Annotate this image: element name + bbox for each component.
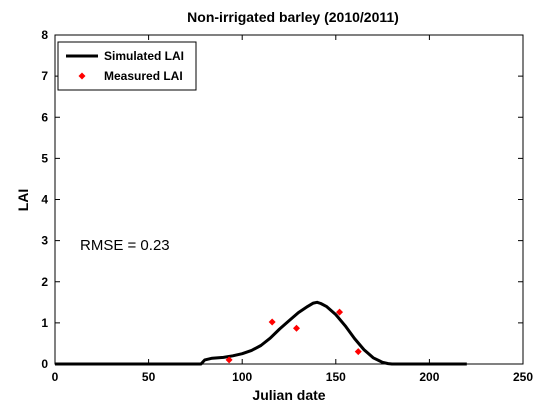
- y-axis-label: LAI: [15, 189, 31, 212]
- y-tick-label: 0: [41, 357, 48, 371]
- legend-box: [57, 41, 197, 91]
- y-tick-label: 3: [41, 234, 48, 248]
- measured-lai-point: [292, 324, 300, 332]
- legend-entry-measured: Measured LAI: [104, 69, 183, 83]
- x-axis-label: Julian date: [252, 387, 325, 403]
- y-tick-label: 4: [41, 193, 48, 207]
- x-axis-ticks: 0 50 100 150 200 250: [52, 35, 533, 384]
- x-tick-label: 150: [326, 370, 346, 384]
- chart-title: Non-irrigated barley (2010/2011): [187, 9, 399, 25]
- legend-marker-sample: [78, 72, 86, 80]
- series-simulated-lai-line: [55, 300, 467, 366]
- measured-lai-point: [354, 348, 362, 356]
- measured-lai-point: [225, 356, 233, 364]
- series-layer: [55, 300, 467, 366]
- y-axis-ticks: 0 1 2 3 4 5 6 7 8: [41, 28, 523, 371]
- x-tick-label: 100: [232, 370, 252, 384]
- y-tick-label: 2: [41, 275, 48, 289]
- x-tick-label: 200: [419, 370, 439, 384]
- x-tick-label: 50: [142, 370, 156, 384]
- y-tick-label: 6: [41, 110, 48, 124]
- legend: Simulated LAI Measured LAI: [57, 41, 197, 91]
- rmse-annotation: RMSE = 0.23: [80, 237, 170, 254]
- y-tick-label: 7: [41, 69, 48, 83]
- x-tick-label: 250: [513, 370, 533, 384]
- y-tick-label: 8: [41, 28, 48, 42]
- legend-entry-simulated: Simulated LAI: [104, 49, 184, 63]
- measured-lai-point: [268, 318, 276, 326]
- measured-lai-point: [336, 308, 344, 316]
- x-tick-label: 0: [52, 370, 59, 384]
- y-tick-label: 1: [41, 316, 48, 330]
- y-tick-label: 5: [41, 151, 48, 165]
